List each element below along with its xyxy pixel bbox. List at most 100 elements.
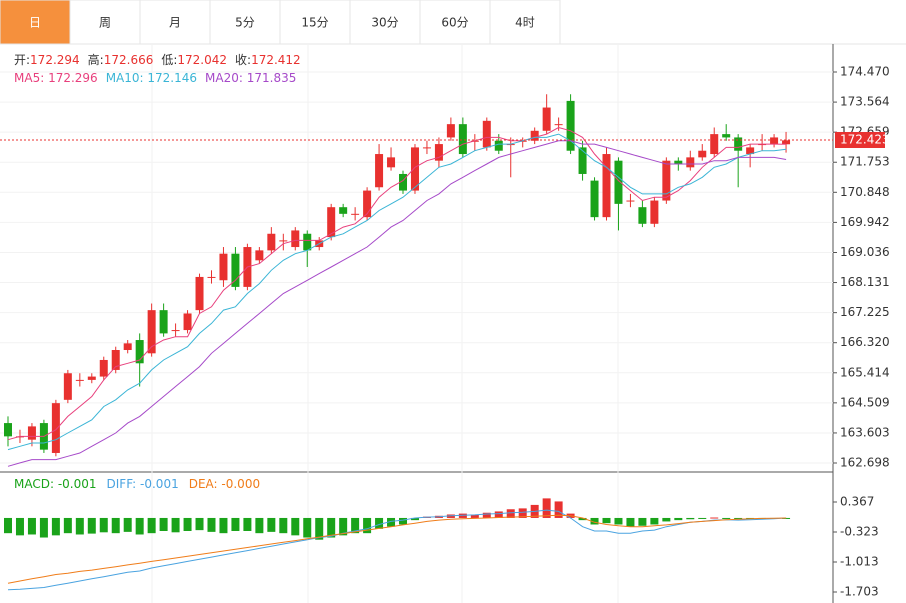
candle-body [87,376,96,380]
ohlc-name: 收: [235,53,251,67]
macd-bar [219,517,228,534]
macd-bar [662,517,671,522]
tab-label[interactable]: 月 [169,16,181,30]
candle-body [626,200,635,202]
candle-body [590,180,599,218]
candle-body [422,147,431,149]
macd-bar [518,508,527,518]
tab[interactable] [489,0,561,45]
ma-line [7,140,787,467]
candle-body [231,253,240,287]
candle-body [51,403,60,453]
candle-body [722,134,731,138]
macd-bar [243,517,252,531]
tab-label[interactable]: 日 [29,16,41,30]
candle-body [566,100,575,151]
tab-label[interactable]: 60分 [441,16,468,30]
candle-body [63,373,72,400]
candle-body [530,130,539,141]
tab-label[interactable]: 30分 [371,16,398,30]
candle-body [267,233,276,251]
macd-bar [27,517,36,535]
macd-bar [710,517,719,519]
macd-bar [722,517,731,519]
candle-body [662,160,671,201]
legend-value: 172.146 [147,71,197,85]
y-tick-label: 164.509 [840,395,890,409]
macd-bar [4,517,12,534]
legend-name: MA20: [205,71,247,85]
legend-value: -0.001 [58,477,97,491]
ohlc-name: 开: [14,53,30,67]
candle-body [375,154,384,188]
macd-bar [650,517,659,525]
macd-bar [231,517,240,531]
macd-bar [303,517,312,538]
candle-body [770,137,779,145]
macd-bar [63,517,72,534]
macd-bar [590,517,599,525]
ma-line [7,133,787,451]
y-tick-label: -1.703 [840,585,879,599]
last-price-label: 172.423 [840,132,890,146]
last-price-tag [835,131,885,148]
y-tick-label: 173.564 [840,95,890,109]
candle-body [734,137,743,151]
candle-body [698,150,707,158]
macd-bar [482,512,491,518]
macd-bar [135,517,144,535]
candle-body [614,160,623,204]
plot: 174.470173.564172.659171.753170.848169.9… [0,52,890,599]
tab-label[interactable]: 15分 [301,16,328,30]
macd-bar [614,517,623,525]
tab[interactable] [419,0,491,45]
y-tick-label: 165.414 [840,365,890,379]
candle-body [351,213,360,215]
macd-bar [15,517,24,536]
ma-legend: MA5: 172.296 MA10: 172.146 MA20: 171.835 [14,71,296,85]
y-tick-label: 171.753 [840,155,890,169]
legend-value: 171.835 [247,71,297,85]
macd-bar [686,517,695,520]
y-tick-label: 166.320 [840,335,890,349]
candle-body [4,423,12,437]
macd-bar [267,517,276,532]
candle-body [710,134,719,155]
candle-body [399,173,408,191]
ohlc-name: 高: [88,52,104,67]
legend-value: 172.296 [48,71,98,85]
tab-label[interactable]: 4时 [515,16,535,30]
tab[interactable] [69,0,141,45]
candle-body [99,359,108,377]
macd-bar [626,517,635,527]
macd-line [7,514,787,584]
tab[interactable] [209,0,281,45]
tab-label[interactable]: 周 [99,16,111,30]
macd-bar [638,517,647,526]
macd-bar [351,517,360,534]
macd-bar [363,517,372,534]
macd-bar [255,517,264,534]
tab[interactable] [279,0,351,45]
macd-bar [207,517,216,532]
macd-bar [399,517,408,525]
macd-bar [75,517,84,535]
macd-bar [387,517,396,527]
candle-body [674,160,683,165]
macd-bar [195,517,204,531]
ohlc-name: 低: [161,53,177,67]
y-tick-label: 174.470 [840,65,890,79]
y-tick-label: 169.036 [840,245,890,259]
candle-body [111,350,120,370]
macd-bar [39,517,48,538]
candle-body [327,207,336,238]
ohlc-value: 172.294 [30,53,80,67]
macd-bar [506,509,515,518]
macd-bar [183,517,192,531]
candle-body [458,124,467,155]
candle-body [207,276,216,278]
tab-label[interactable]: 5分 [235,16,255,30]
candle-body [482,120,491,148]
y-tick-label: -1.013 [840,555,879,569]
